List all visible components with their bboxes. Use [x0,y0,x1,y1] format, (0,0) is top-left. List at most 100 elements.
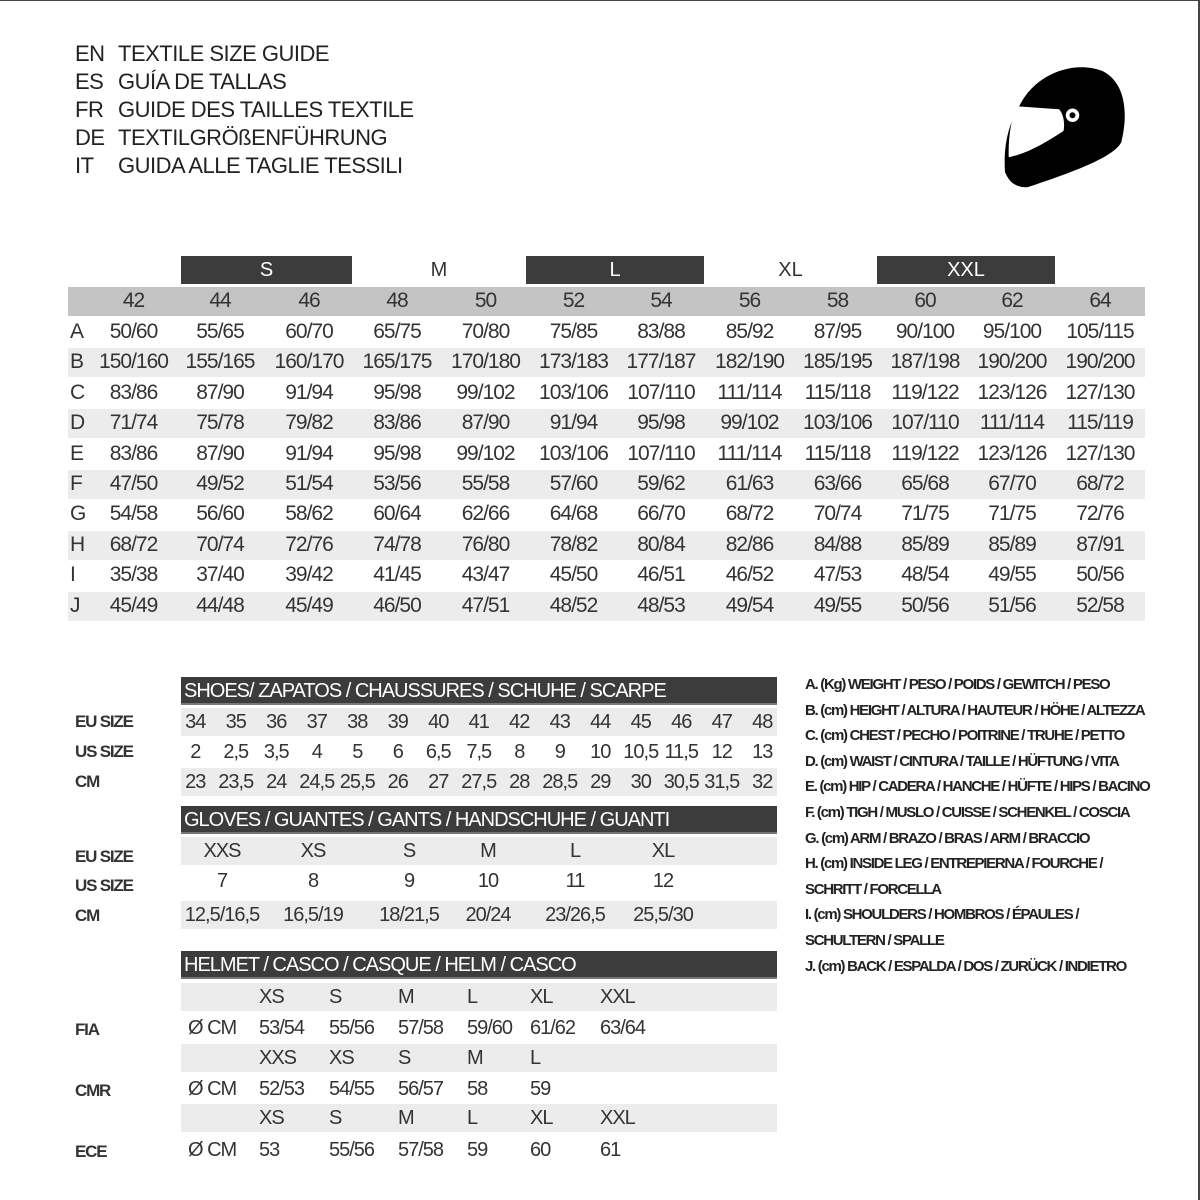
language-code: FR [75,97,104,122]
table-cell: 52/53 [259,1078,305,1100]
table-cell: 57/58 [398,1139,444,1161]
table-cell: 45/49 [109,593,159,617]
table-cell: 46/52 [725,563,775,587]
table-cell: 24 [266,771,287,793]
table-cell: 54/55 [329,1078,375,1100]
table-cell: 59 [530,1078,551,1100]
helmet-icon [975,46,1140,216]
table-cell: 43 [549,711,571,733]
table-cell: 103/106 [803,411,873,435]
eu-size-header: 52 [562,289,585,312]
table-cell: 64/68 [549,502,599,526]
table-cell: 87/95 [813,320,863,343]
table-cell: 72/76 [285,532,334,556]
table-cell: 63/64 [600,1017,646,1039]
table-cell: 87/90 [196,380,245,404]
table-cell: 170/180 [451,350,521,374]
table-cell: 48/54 [901,563,950,587]
table-cell: 80/84 [637,532,686,556]
table-cell: 45 [630,711,652,733]
size-group-m: M [430,259,448,281]
table-cell: 65/75 [373,320,422,343]
language-code: EN [75,41,105,66]
table-cell: 39 [387,711,409,733]
table-cell: 150/160 [99,350,169,374]
table-cell: 123/126 [977,441,1048,465]
table-cell: 68/72 [109,532,159,556]
table-cell: 57/58 [398,1017,444,1039]
table-cell: 55/56 [329,1017,375,1039]
eu-size-header: 64 [1089,289,1111,312]
table-cell: 43/47 [461,563,511,587]
table-cell: 60 [530,1139,551,1161]
helmet-size: L [467,1107,478,1129]
helmet-size: XS [329,1046,355,1069]
table-cell: 53/56 [373,472,422,495]
table-cell: 165/175 [362,350,433,374]
legend-item: F. (cm) TIGH / MUSLO / CUISSE / SCHENKEL… [805,804,1131,821]
table-cell: 9 [403,870,415,892]
table-cell: 47/53 [813,563,863,587]
table-cell: 65/68 [901,472,950,495]
table-cell: 6 [392,741,404,763]
helmet-size: XS [259,986,285,1008]
table-cell: 107/110 [627,441,695,465]
table-cell: 119/122 [891,441,959,465]
table-cell: 111/114 [717,441,782,465]
table-cell: 42 [509,711,530,733]
table-cell: 47 [711,711,733,733]
unit-label: Ø CM [188,1139,237,1161]
table-cell: 10,5 [623,741,659,763]
table-cell: 47/50 [109,472,159,495]
table-cell: 87/91 [1076,532,1125,556]
table-cell: 8 [307,870,319,892]
table-cell: 60/70 [285,320,334,343]
helmet-size: XXL [600,986,636,1008]
helmet-size: S [398,1046,411,1069]
table-cell: 24,5 [299,771,335,793]
helmet-size: S [329,986,342,1008]
shoes-header: SHOES/ ZAPATOS / CHAUSSURES / SCHUHE / S… [181,677,777,705]
table-cell: 7,5 [466,741,492,763]
table-cell: 160/170 [274,350,345,374]
unit-label: Ø CM [188,1078,237,1100]
table-cell: 85/89 [901,532,950,556]
table-cell: 12,5/16,5 [184,904,260,926]
table-cell: 49/55 [988,563,1037,587]
table-cell: 54/58 [109,502,159,526]
table-cell: 63/66 [813,472,863,495]
table-cell: 84/88 [813,532,863,556]
helmet-size: L [530,1046,541,1069]
helmet-size: M [398,986,415,1008]
table-cell: 83/86 [109,380,159,404]
table-cell: 55/56 [329,1139,375,1161]
legend-item: J. (cm) BACK / ESPALDA / DOS / ZURÜCK / … [805,957,1127,975]
helmet-size: XL [530,986,553,1008]
table-cell: 11 [565,870,586,892]
title-text: TEXTILGRÖßENFÜHRUNG [118,125,388,150]
table-cell: 123/126 [977,380,1048,404]
table-cell: 48 [752,711,773,733]
helmet-size: XXS [259,1046,297,1069]
title-text: GUIDA ALLE TAGLIE TESSILI [118,153,403,178]
table-cell: 45/50 [549,563,599,587]
table-cell: 49/52 [196,472,245,495]
table-cell: 32 [752,771,773,793]
table-cell: 26 [387,771,409,793]
table-cell: 10 [477,870,499,892]
table-cell: 99/102 [456,380,515,404]
gloves-header: GLOVES / GUANTES / GANTS / HANDSCHUHE / … [181,806,777,834]
eu-size-header: 58 [826,289,849,312]
eu-size-header: 46 [298,289,320,312]
title-line: EN TEXTILE SIZE GUIDE [75,41,330,67]
table-cell: 61/63 [725,472,775,495]
unit-label: Ø CM [188,1017,237,1039]
table-cell: 90/100 [895,320,955,343]
table-row-band [181,708,777,736]
table-row-band [68,348,1145,378]
table-cell: 70/74 [813,502,863,526]
table-cell: 71/75 [901,502,950,526]
eu-size-header: 56 [738,289,761,312]
table-cell: 185/195 [803,350,873,374]
legend-item: G. (cm) ARM / BRAZO / BRAS / ARM / BRACC… [805,829,1091,847]
